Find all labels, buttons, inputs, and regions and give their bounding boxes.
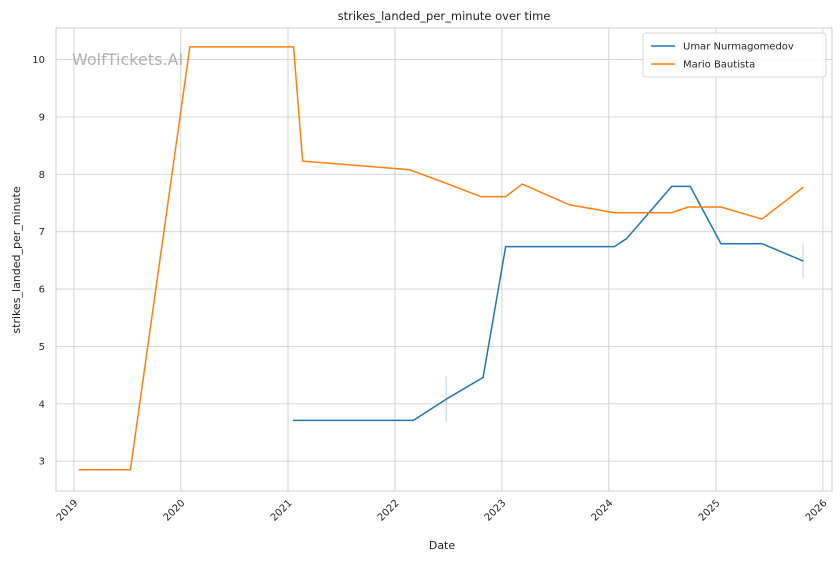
y-tick-label: 5: [39, 342, 45, 353]
y-tick-label: 7: [39, 227, 45, 238]
legend: Umar Nurmagomedov Mario Bautista: [642, 32, 827, 78]
y-tick-label: 4: [39, 399, 45, 410]
legend-box: [642, 32, 827, 78]
plot-area-border: [55, 27, 833, 492]
series-lines: [78, 46, 804, 471]
x-axis-label: Date: [429, 539, 456, 552]
y-tick-label: 3: [39, 457, 45, 468]
legend-label-umar: Umar Nurmagomedov: [683, 42, 794, 53]
grid-lines: [56, 28, 832, 491]
legend-label-mario: Mario Bautista: [683, 60, 755, 71]
series-line-mario-bautista: [78, 46, 804, 471]
y-axis-label: strikes_landed_per_minute: [10, 186, 23, 333]
y-tick-label: 10: [32, 55, 45, 66]
y-tick-label: 9: [39, 112, 45, 123]
series-line-umar-nurmagomedov: [292, 185, 804, 422]
chart-title: strikes_landed_per_minute over time: [338, 9, 551, 23]
y-tick-label: 8: [39, 170, 45, 181]
watermark-text: WolfTickets.AI: [72, 50, 183, 69]
y-tick-label: 6: [39, 285, 45, 296]
